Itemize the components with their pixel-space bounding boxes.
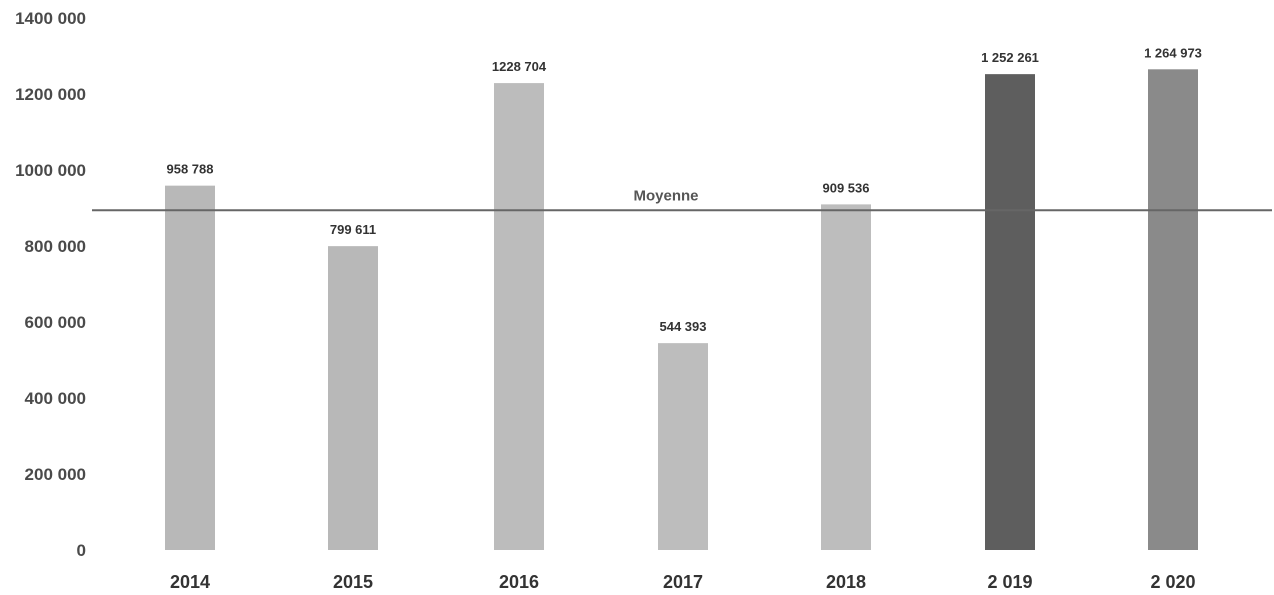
x-tick-label: 2 019 bbox=[987, 572, 1032, 592]
x-tick-label: 2015 bbox=[333, 572, 373, 592]
x-tick-label: 2017 bbox=[663, 572, 703, 592]
x-axis: 2014 2015 2016 2017 2018 2 019 2 020 bbox=[170, 572, 1196, 592]
bar bbox=[985, 74, 1035, 551]
data-label: 1228 704 bbox=[492, 59, 547, 74]
data-label: 1 252 261 bbox=[981, 50, 1039, 65]
bar bbox=[165, 185, 215, 550]
y-tick-label: 800 000 bbox=[25, 237, 86, 256]
y-tick-label: 400 000 bbox=[25, 389, 86, 408]
data-label: 799 611 bbox=[330, 222, 376, 237]
y-tick-label: 200 000 bbox=[25, 465, 86, 484]
data-label: 909 536 bbox=[823, 180, 870, 195]
bar bbox=[494, 83, 544, 551]
y-axis: 0 200 000 400 000 600 000 800 000 1000 000 120… bbox=[15, 9, 86, 560]
x-tick-label: 2016 bbox=[499, 572, 539, 592]
x-tick-label: 2 020 bbox=[1150, 572, 1195, 592]
bar bbox=[328, 246, 378, 550]
data-label: 544 393 bbox=[660, 319, 707, 334]
bar bbox=[821, 204, 871, 550]
data-label: 1 264 973 bbox=[1144, 45, 1202, 60]
x-tick-label: 2014 bbox=[170, 572, 210, 592]
y-tick-label: 1200 000 bbox=[15, 85, 86, 104]
y-tick-label: 600 000 bbox=[25, 313, 86, 332]
bar bbox=[1148, 69, 1198, 551]
y-tick-label: 0 bbox=[77, 541, 86, 560]
average-line-group: Moyenne bbox=[92, 187, 1272, 212]
bar bbox=[658, 343, 708, 550]
average-label: Moyenne bbox=[633, 187, 698, 204]
data-label: 958 788 bbox=[167, 162, 214, 177]
y-tick-label: 1000 000 bbox=[15, 161, 86, 180]
y-tick-label: 1400 000 bbox=[15, 9, 86, 28]
x-tick-label: 2018 bbox=[826, 572, 866, 592]
bars: 958 788 799 611 1228 704 544 393 909 536 1 25… bbox=[165, 45, 1202, 551]
